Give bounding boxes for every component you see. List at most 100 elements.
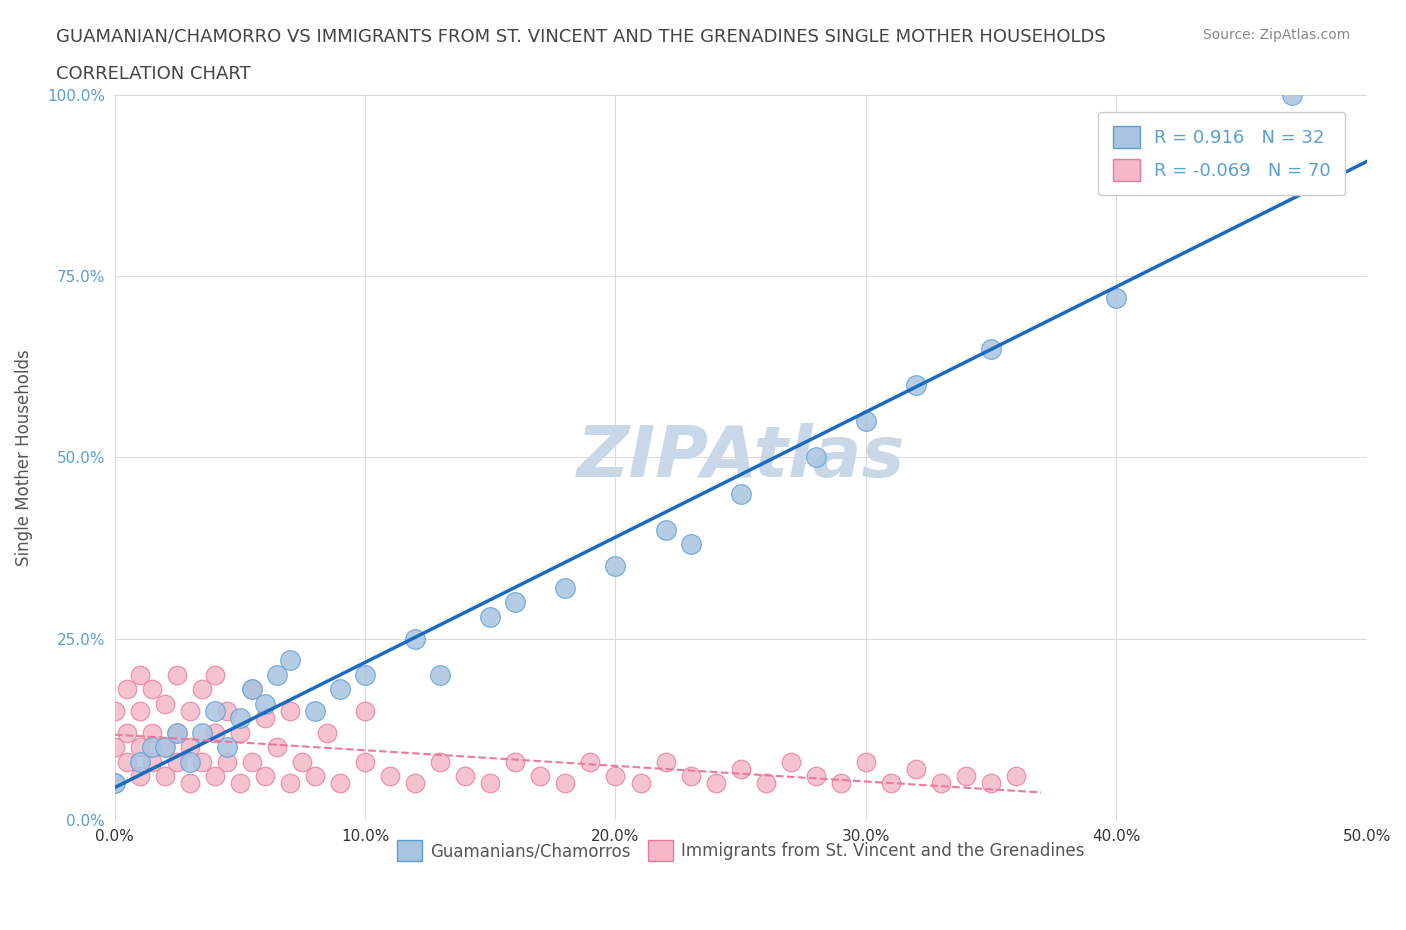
Point (204, 769, 226, 784)
Point (905, 762, 928, 777)
Point (304, 703, 326, 718)
Point (166, 725, 188, 740)
Point (429, 754, 451, 769)
Point (454, 769, 477, 784)
Point (204, 668, 226, 683)
Point (980, 341, 1002, 356)
Point (354, 754, 377, 769)
Point (166, 725, 188, 740)
Point (153, 739, 176, 754)
Point (128, 668, 150, 683)
Point (404, 631, 426, 646)
Point (429, 668, 451, 683)
Point (316, 725, 339, 740)
Text: ZIPAtlas: ZIPAtlas (576, 423, 905, 492)
Point (278, 703, 301, 718)
Point (329, 682, 352, 697)
Point (554, 580, 576, 595)
Point (179, 703, 201, 718)
Y-axis label: Single Mother Households: Single Mother Households (15, 349, 32, 565)
Point (179, 776, 201, 790)
Point (955, 769, 977, 784)
Point (654, 754, 676, 769)
Point (855, 414, 877, 429)
Point (880, 776, 903, 790)
Point (404, 776, 426, 790)
Point (579, 754, 602, 769)
Point (1105, 291, 1128, 306)
Point (304, 769, 326, 784)
Point (240, 682, 263, 697)
Point (141, 739, 163, 754)
Point (141, 682, 163, 697)
Point (204, 703, 226, 718)
Text: Source: ZipAtlas.com: Source: ZipAtlas.com (1202, 28, 1350, 42)
Point (905, 378, 928, 392)
Point (730, 486, 752, 501)
Point (929, 776, 952, 790)
Point (704, 776, 727, 790)
Point (329, 776, 352, 790)
Point (141, 725, 163, 740)
Point (115, 725, 138, 740)
Point (266, 668, 288, 683)
Point (141, 754, 163, 769)
Point (229, 776, 252, 790)
Point (217, 739, 239, 754)
Point (217, 703, 239, 718)
Point (191, 682, 214, 697)
Point (278, 776, 301, 790)
Point (1005, 769, 1028, 784)
Point (153, 739, 176, 754)
Point (804, 450, 827, 465)
Point (605, 769, 627, 784)
Point (529, 769, 551, 784)
Point (229, 725, 252, 740)
Point (779, 754, 801, 769)
Point (505, 754, 527, 769)
Point (104, 739, 127, 754)
Point (980, 776, 1002, 790)
Point (266, 739, 288, 754)
Point (654, 523, 676, 538)
Point (204, 725, 226, 740)
Point (378, 769, 401, 784)
Point (166, 754, 188, 769)
Point (104, 776, 127, 790)
Point (679, 769, 702, 784)
Point (253, 711, 276, 725)
Point (505, 595, 527, 610)
Point (166, 668, 188, 683)
Point (240, 682, 263, 697)
Point (179, 739, 201, 754)
Point (179, 754, 201, 769)
Point (191, 754, 214, 769)
Point (115, 754, 138, 769)
Point (153, 769, 176, 784)
Point (479, 609, 502, 624)
Point (804, 769, 827, 784)
Point (830, 776, 852, 790)
Point (730, 762, 752, 777)
Point (278, 653, 301, 668)
Point (153, 697, 176, 711)
Point (128, 703, 150, 718)
Point (217, 754, 239, 769)
Point (1281, 88, 1303, 103)
Point (229, 711, 252, 725)
Point (128, 739, 150, 754)
Point (115, 682, 138, 697)
Point (354, 668, 377, 683)
Text: CORRELATION CHART: CORRELATION CHART (56, 65, 252, 83)
Point (253, 697, 276, 711)
Point (104, 703, 127, 718)
Point (128, 769, 150, 784)
Point (605, 559, 627, 574)
Point (755, 776, 778, 790)
Legend: Guamanians/Chamorros, Immigrants from St. Vincent and the Grenadines: Guamanians/Chamorros, Immigrants from St… (388, 832, 1092, 870)
Point (554, 776, 576, 790)
Point (291, 754, 314, 769)
Point (479, 776, 502, 790)
Point (354, 703, 377, 718)
Point (128, 754, 150, 769)
